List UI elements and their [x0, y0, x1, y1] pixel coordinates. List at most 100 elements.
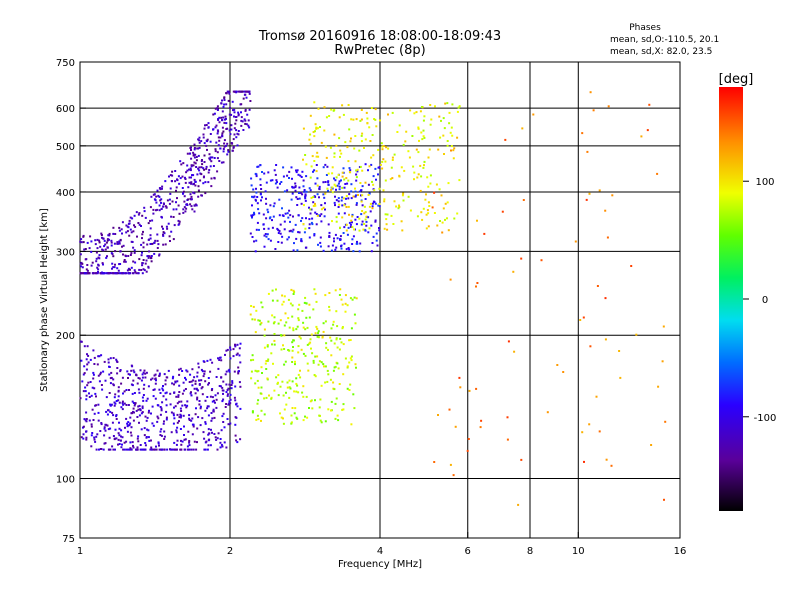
data-point — [115, 360, 118, 363]
data-point — [344, 141, 347, 144]
data-point — [95, 272, 98, 275]
data-point — [422, 207, 425, 210]
data-point — [429, 174, 432, 177]
data-point — [189, 169, 192, 172]
data-point — [316, 355, 319, 358]
data-point — [232, 348, 235, 351]
legend-line-x: mean, sd,X: 82.0, 23.5 — [610, 47, 712, 57]
data-point — [453, 147, 456, 150]
data-point — [318, 360, 321, 363]
data-point — [251, 204, 253, 207]
data-point — [217, 136, 220, 139]
data-point — [586, 150, 589, 153]
data-point — [110, 403, 113, 406]
data-point — [349, 223, 352, 226]
data-point — [198, 379, 201, 382]
data-point — [347, 104, 350, 106]
data-point — [200, 140, 203, 143]
data-point — [303, 204, 305, 207]
data-point — [589, 91, 592, 94]
data-point — [144, 372, 147, 375]
data-point — [176, 421, 179, 424]
data-point — [209, 358, 212, 361]
data-point — [350, 423, 353, 426]
data-point — [344, 294, 347, 297]
data-point — [158, 372, 161, 375]
data-point — [119, 250, 122, 253]
data-point — [304, 354, 307, 357]
data-point — [583, 460, 585, 463]
data-point — [213, 399, 215, 402]
data-point — [110, 252, 113, 255]
data-point — [223, 142, 226, 145]
data-point — [385, 146, 388, 149]
data-point — [263, 227, 266, 230]
data-point — [106, 239, 109, 242]
data-point — [193, 204, 196, 207]
data-point — [162, 243, 165, 246]
data-point — [283, 190, 286, 193]
data-point — [340, 199, 343, 202]
data-point — [315, 223, 318, 226]
data-point — [158, 374, 161, 377]
data-point — [130, 448, 133, 451]
data-point — [120, 429, 123, 432]
data-point — [355, 297, 358, 300]
data-point — [271, 289, 274, 292]
data-point — [316, 184, 319, 187]
data-point — [139, 369, 142, 372]
data-point — [346, 366, 349, 369]
data-point — [247, 119, 250, 122]
data-point — [175, 186, 178, 189]
data-point — [203, 154, 206, 157]
data-point — [98, 448, 100, 451]
data-point — [273, 169, 276, 172]
data-point — [299, 174, 302, 177]
data-point — [237, 372, 240, 375]
data-point — [214, 436, 217, 439]
data-point — [420, 211, 423, 214]
data-point — [113, 242, 116, 245]
data-point — [202, 360, 205, 363]
data-point — [155, 201, 158, 204]
data-point — [349, 383, 352, 386]
data-point — [121, 436, 124, 439]
data-point — [211, 400, 214, 403]
data-point — [323, 129, 326, 132]
data-point — [374, 167, 377, 170]
data-point — [209, 444, 212, 447]
data-point — [218, 160, 221, 162]
data-point — [433, 212, 436, 214]
data-point — [359, 242, 362, 245]
data-point — [115, 418, 118, 420]
data-point — [309, 114, 312, 117]
data-point — [318, 185, 321, 188]
data-point — [467, 438, 470, 440]
data-point — [358, 149, 361, 152]
data-point — [189, 193, 192, 196]
data-point — [188, 414, 191, 417]
data-point — [179, 177, 182, 180]
data-point — [235, 402, 238, 405]
data-point — [207, 126, 210, 129]
data-point — [152, 212, 155, 215]
data-point — [416, 215, 419, 218]
data-point — [323, 215, 326, 218]
data-point — [253, 318, 256, 321]
data-point — [134, 270, 137, 273]
data-point — [310, 208, 313, 211]
data-point — [293, 390, 296, 393]
data-point — [312, 361, 315, 364]
data-point — [355, 169, 358, 172]
data-point — [156, 239, 159, 242]
data-point — [161, 387, 164, 390]
data-point — [320, 213, 323, 216]
data-point — [342, 197, 345, 200]
data-point — [366, 122, 369, 125]
data-point — [363, 228, 366, 231]
data-point — [324, 420, 327, 423]
data-point — [317, 330, 320, 333]
data-point — [266, 377, 269, 380]
data-point — [114, 393, 117, 396]
data-point — [290, 414, 293, 417]
